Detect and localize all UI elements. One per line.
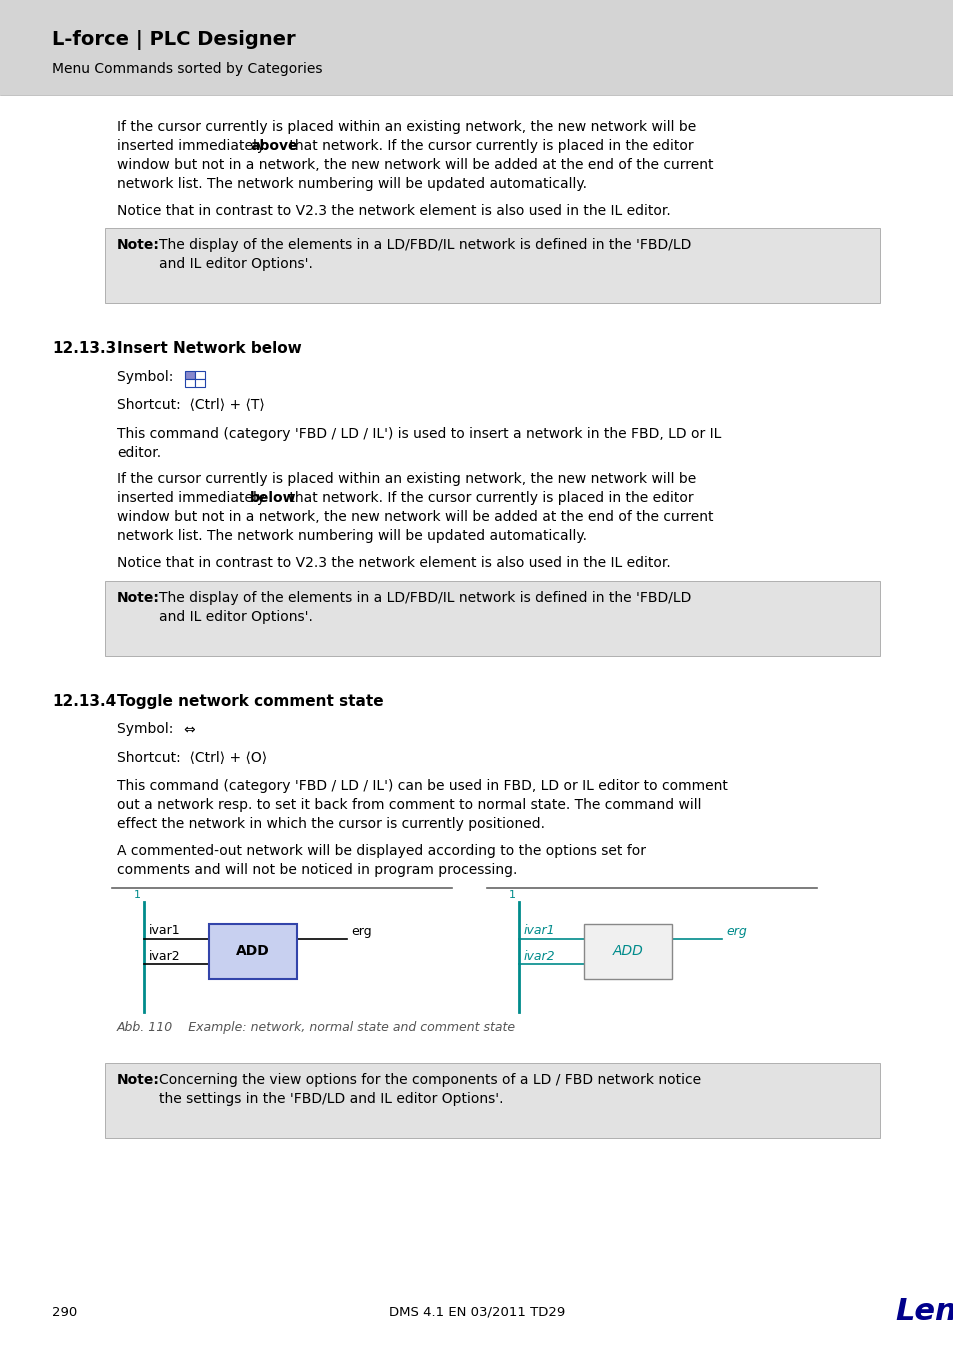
Text: window but not in a network, the new network will be added at the end of the cur: window but not in a network, the new net…: [117, 158, 713, 171]
Bar: [185, 371, 194, 379]
Text: and IL editor Options'.: and IL editor Options'.: [159, 258, 313, 271]
Text: below: below: [250, 491, 296, 505]
Text: Note:: Note:: [117, 591, 160, 605]
Bar: [185, 379, 194, 387]
Text: 12.13.4: 12.13.4: [52, 694, 116, 709]
Text: 290: 290: [52, 1305, 77, 1319]
Text: If the cursor currently is placed within an existing network, the new network wi: If the cursor currently is placed within…: [117, 120, 696, 134]
Text: ivar2: ivar2: [149, 949, 180, 963]
Text: 1: 1: [133, 890, 141, 899]
Text: Symbol:: Symbol:: [117, 370, 182, 383]
Text: Shortcut:  ⟨Ctrl⟩ + ⟨O⟩: Shortcut: ⟨Ctrl⟩ + ⟨O⟩: [117, 751, 267, 764]
Text: inserted immediately: inserted immediately: [117, 491, 269, 505]
Text: effect the network in which the cursor is currently positioned.: effect the network in which the cursor i…: [117, 817, 544, 832]
Text: and IL editor Options'.: and IL editor Options'.: [159, 610, 313, 624]
Text: ADD: ADD: [236, 944, 270, 958]
Bar: [105, 1064, 879, 1138]
Text: This command (category 'FBD / LD / IL') is used to insert a network in the FBD, : This command (category 'FBD / LD / IL') …: [117, 427, 720, 441]
Text: the settings in the 'FBD/LD and IL editor Options'.: the settings in the 'FBD/LD and IL edito…: [159, 1092, 503, 1106]
Text: Abb. 110    Example: network, normal state and comment state: Abb. 110 Example: network, normal state …: [117, 1022, 516, 1034]
Bar: [194, 379, 205, 387]
Text: Concerning the view options for the components of a LD / FBD network notice: Concerning the view options for the comp…: [159, 1073, 700, 1087]
Text: inserted immediately: inserted immediately: [117, 139, 269, 153]
Text: 1: 1: [509, 890, 516, 899]
Text: ⇔: ⇔: [183, 722, 194, 736]
Bar: [209, 923, 296, 979]
Text: that network. If the cursor currently is placed in the editor: that network. If the cursor currently is…: [285, 139, 693, 153]
Text: The display of the elements in a LD/FBD/IL network is defined in the 'FBD/LD: The display of the elements in a LD/FBD/…: [159, 591, 691, 605]
Text: This command (category 'FBD / LD / IL') can be used in FBD, LD or IL editor to c: This command (category 'FBD / LD / IL') …: [117, 779, 727, 794]
Bar: [105, 580, 879, 656]
Text: Notice that in contrast to V2.3 the network element is also used in the IL edito: Notice that in contrast to V2.3 the netw…: [117, 556, 670, 570]
Text: Note:: Note:: [117, 239, 160, 252]
Text: Lenze: Lenze: [894, 1297, 953, 1327]
Text: window but not in a network, the new network will be added at the end of the cur: window but not in a network, the new net…: [117, 510, 713, 524]
Text: Note:: Note:: [117, 1073, 160, 1087]
Text: 12.13.3: 12.13.3: [52, 342, 116, 356]
Text: above: above: [250, 139, 297, 153]
Text: that network. If the cursor currently is placed in the editor: that network. If the cursor currently is…: [285, 491, 693, 505]
Text: network list. The network numbering will be updated automatically.: network list. The network numbering will…: [117, 177, 586, 190]
Text: L-force | PLC Designer: L-force | PLC Designer: [52, 30, 295, 50]
Text: erg: erg: [725, 925, 746, 937]
Text: erg: erg: [351, 925, 372, 937]
Text: ivar1: ivar1: [523, 925, 555, 937]
Bar: [105, 228, 879, 304]
Text: ivar2: ivar2: [523, 949, 555, 963]
Text: Shortcut:  ⟨Ctrl⟩ + ⟨T⟩: Shortcut: ⟨Ctrl⟩ + ⟨T⟩: [117, 398, 265, 412]
Text: network list. The network numbering will be updated automatically.: network list. The network numbering will…: [117, 529, 586, 544]
Bar: [583, 923, 671, 979]
Text: Symbol:: Symbol:: [117, 722, 182, 736]
Text: ADD: ADD: [612, 944, 642, 958]
Text: editor.: editor.: [117, 446, 161, 460]
Text: The display of the elements in a LD/FBD/IL network is defined in the 'FBD/LD: The display of the elements in a LD/FBD/…: [159, 239, 691, 252]
Text: DMS 4.1 EN 03/2011 TD29: DMS 4.1 EN 03/2011 TD29: [389, 1305, 564, 1319]
Text: Notice that in contrast to V2.3 the network element is also used in the IL edito: Notice that in contrast to V2.3 the netw…: [117, 204, 670, 217]
Text: comments and will not be noticed in program processing.: comments and will not be noticed in prog…: [117, 863, 517, 876]
Bar: [194, 371, 205, 379]
Text: out a network resp. to set it back from comment to normal state. The command wil: out a network resp. to set it back from …: [117, 798, 700, 813]
Text: Menu Commands sorted by Categories: Menu Commands sorted by Categories: [52, 62, 322, 76]
Text: Insert Network below: Insert Network below: [117, 342, 301, 356]
Bar: [0, 0, 953, 95]
Text: A commented-out network will be displayed according to the options set for: A commented-out network will be displaye…: [117, 844, 645, 857]
Text: If the cursor currently is placed within an existing network, the new network wi: If the cursor currently is placed within…: [117, 472, 696, 486]
Text: ivar1: ivar1: [149, 925, 180, 937]
Text: Toggle network comment state: Toggle network comment state: [117, 694, 383, 709]
